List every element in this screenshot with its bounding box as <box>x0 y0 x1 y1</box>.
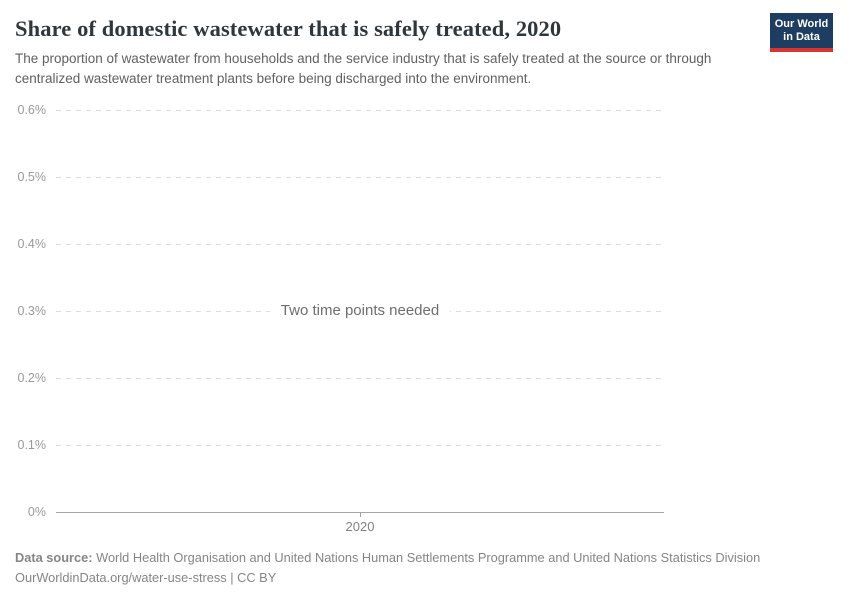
page-title: Share of domestic wastewater that is saf… <box>15 16 562 41</box>
y-axis-tick-label: 0.5% <box>17 170 47 184</box>
y-axis-tick-label: 0.4% <box>17 237 47 251</box>
owid-logo: Our World in Data <box>770 13 833 52</box>
license-line: OurWorldinData.org/water-use-stress | CC… <box>15 570 277 585</box>
owid-logo-line1: Our World <box>774 18 829 30</box>
y-axis-tick-label: 0.1% <box>17 438 47 452</box>
y-gridline <box>56 177 664 178</box>
data-source-label: Data source: <box>15 550 93 565</box>
owid-logo-line2: in Data <box>783 31 820 43</box>
y-gridline <box>56 445 664 446</box>
data-source-text: World Health Organisation and United Nat… <box>96 550 761 565</box>
y-axis-tick-label: 0% <box>27 505 46 519</box>
x-axis-line <box>56 512 664 513</box>
chart-footer: Data source: World Health Organisation a… <box>15 548 825 588</box>
y-axis-tick-label: 0.6% <box>17 103 47 117</box>
y-gridline <box>56 378 664 379</box>
y-axis-tick-label: 0.3% <box>17 304 47 318</box>
empty-state-message-row: Two time points needed <box>56 300 664 322</box>
chart-subtitle: The proportion of wastewater from househ… <box>15 51 712 86</box>
x-axis-tick-mark <box>360 513 361 517</box>
data-source-line: Data source: World Health Organisation a… <box>15 548 825 568</box>
empty-state-message: Two time points needed <box>269 300 451 322</box>
y-axis-tick-label: 0.2% <box>17 371 47 385</box>
x-axis-tick-label: 2020 <box>345 519 375 534</box>
y-gridline <box>56 110 664 111</box>
y-gridline <box>56 244 664 245</box>
